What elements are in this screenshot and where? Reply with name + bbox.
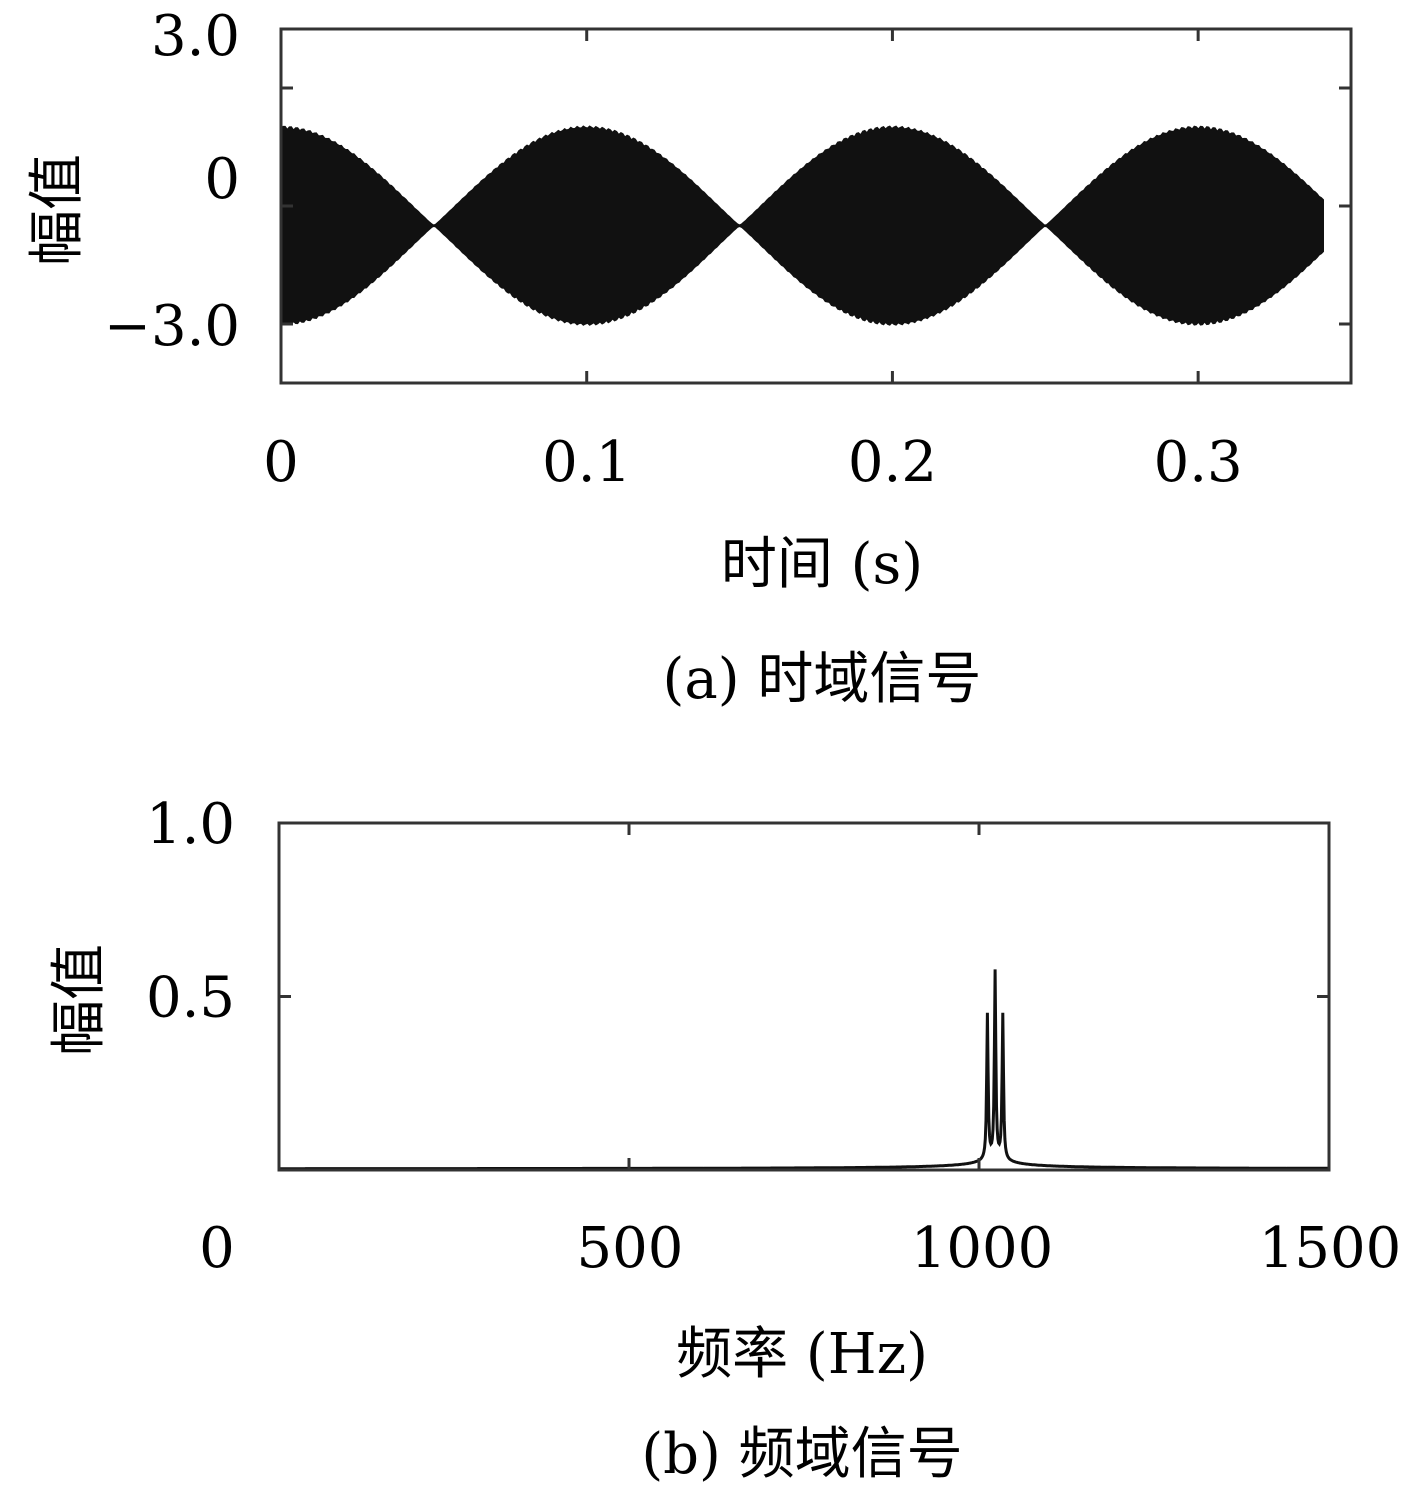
time-y-tick-label: −3.0 xyxy=(104,294,240,359)
time-y-tick-label: 0 xyxy=(204,147,240,212)
time-x-tick-label: 0 xyxy=(263,430,299,495)
frequency-x-tick-label: 1500 xyxy=(1259,1216,1402,1281)
frequency-x-tick-label: 0 xyxy=(199,1216,235,1281)
frequency-x-axis-label: 频率 (Hz) xyxy=(676,1322,928,1387)
frequency-spectrum-series xyxy=(279,969,1329,1171)
time-y-tick-label: 3.0 xyxy=(151,4,240,69)
frequency-y-tick-labels: 0.5 1.0 xyxy=(146,792,235,1031)
time-y-axis-label: 幅值 xyxy=(25,154,90,266)
frequency-chart-frame xyxy=(277,821,1331,1172)
frequency-chart-caption: (b) 频域信号 xyxy=(641,1422,962,1487)
time-chart-ticks xyxy=(279,29,1351,383)
frequency-y-tick-label: 1.0 xyxy=(146,792,235,857)
frequency-domain-chart: 0 500 1000 1500 0.5 1.0 频率 (Hz) 幅值 (b) 频域信号 xyxy=(47,792,1401,1487)
time-domain-chart: 0 0.1 0.2 0.3 −3.0 0 3.0 时间 (s) 幅值 (a) 时域信号 xyxy=(25,4,1353,712)
time-y-tick-labels: −3.0 0 3.0 xyxy=(104,4,240,359)
time-x-tick-labels: 0 0.1 0.2 0.3 xyxy=(263,430,1242,495)
time-x-tick-label: 0.1 xyxy=(542,430,631,495)
time-signal-envelope xyxy=(280,125,1324,326)
frequency-y-tick-label: 0.5 xyxy=(146,966,235,1031)
frequency-y-axis-label: 幅值 xyxy=(47,944,112,1056)
time-chart-frame xyxy=(279,27,1353,385)
frequency-x-tick-labels: 0 500 1000 1500 xyxy=(199,1216,1401,1281)
frequency-x-tick-label: 500 xyxy=(577,1216,684,1281)
frequency-chart-ticks xyxy=(277,821,1331,1170)
time-x-axis-label: 时间 (s) xyxy=(721,532,923,597)
time-chart-caption: (a) 时域信号 xyxy=(663,647,982,712)
time-signal-series xyxy=(280,125,1324,326)
time-x-tick-label: 0.2 xyxy=(848,430,937,495)
frequency-x-tick-label: 1000 xyxy=(911,1216,1054,1281)
time-x-tick-label: 0.3 xyxy=(1154,430,1243,495)
